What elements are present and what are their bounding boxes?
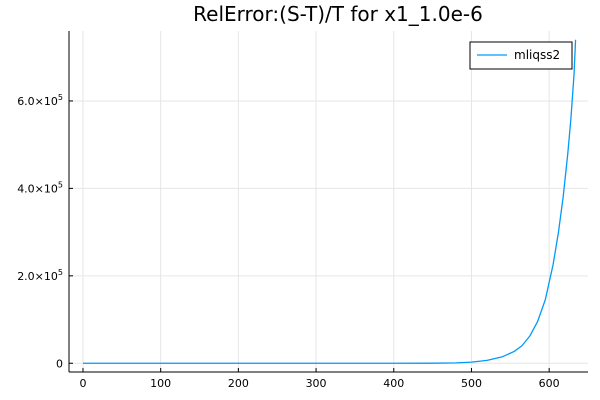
chart-title: RelError:(S-T)/T for x1_1.0e-6 — [193, 2, 483, 26]
tick-labels: 0 100 200 300 400 500 600 0 2.0×105 4.0×105 6.0×10… — [17, 93, 559, 390]
legend: mliqss2 — [469, 41, 573, 70]
series-line-mliqss2 — [82, 39, 577, 364]
legend-label-mliqss2: mliqss2 — [514, 48, 560, 62]
x-tick-label-6: 600 — [539, 377, 560, 390]
y-tick-label-3: 6.0×105 — [17, 93, 63, 108]
x-tick-label-2: 200 — [228, 377, 249, 390]
series-lines — [82, 39, 577, 364]
y-tick-label-1: 2.0×105 — [17, 268, 63, 283]
y-tick-label-2: 4.0×105 — [17, 180, 63, 195]
axes — [68, 31, 588, 373]
y-tick-label-0: 0 — [56, 357, 63, 370]
x-tick-label-4: 400 — [383, 377, 404, 390]
x-tick-label-1: 100 — [150, 377, 171, 390]
x-tick-label-5: 500 — [461, 377, 482, 390]
x-tick-label-0: 0 — [79, 377, 86, 390]
grid-lines — [69, 31, 588, 372]
x-tick-label-3: 300 — [306, 377, 327, 390]
